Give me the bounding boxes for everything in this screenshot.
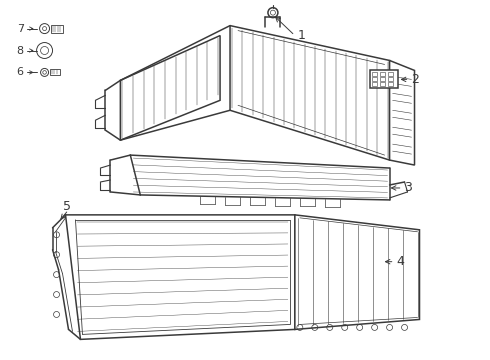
Bar	[380, 77, 385, 81]
Text: 1: 1	[298, 29, 306, 42]
Text: 5: 5	[63, 201, 71, 213]
Bar	[380, 72, 385, 76]
Bar	[388, 77, 392, 81]
Text: 2: 2	[412, 73, 419, 86]
Bar	[371, 77, 377, 81]
Bar	[49, 69, 59, 75]
Bar	[371, 72, 377, 76]
Polygon shape	[230, 26, 390, 160]
Text: 7: 7	[17, 24, 24, 33]
Text: 4: 4	[396, 255, 404, 268]
Text: 3: 3	[405, 181, 413, 194]
Bar	[380, 82, 385, 86]
Bar	[388, 82, 392, 86]
Bar	[388, 72, 392, 76]
Text: 6: 6	[17, 67, 24, 77]
Text: 8: 8	[17, 45, 24, 55]
Bar	[371, 82, 377, 86]
Polygon shape	[121, 36, 220, 140]
Bar	[369, 71, 397, 88]
Polygon shape	[390, 60, 415, 165]
Polygon shape	[295, 215, 419, 329]
Bar	[50, 24, 63, 32]
Polygon shape	[66, 215, 295, 339]
